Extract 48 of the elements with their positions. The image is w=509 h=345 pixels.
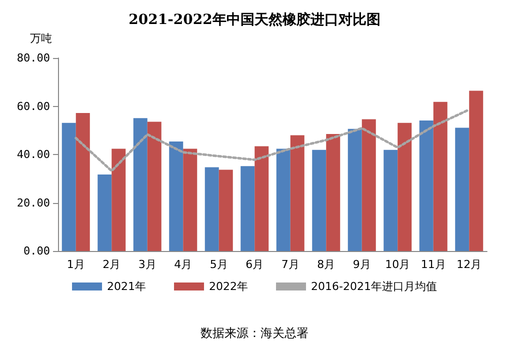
legend-label: 2016-2021年进口月均值: [311, 280, 437, 293]
x-tick-label: 4月: [174, 258, 192, 271]
bar: [362, 119, 376, 251]
y-tick-label: 60.00: [16, 100, 50, 113]
y-tick-label: 0.00: [24, 244, 50, 258]
bar: [254, 146, 269, 251]
bar: [326, 134, 340, 251]
x-tick-label: 9月: [352, 258, 371, 271]
legend-label: 2021年: [107, 280, 146, 293]
y-axis-title: 万吨: [30, 32, 52, 45]
bar: [455, 128, 470, 251]
line-series: [74, 108, 470, 172]
legend-label: 2022年: [209, 280, 248, 293]
bar: [147, 122, 162, 251]
bar: [419, 120, 434, 251]
bar: [240, 166, 255, 251]
bar: [76, 113, 90, 251]
bar: [204, 167, 219, 251]
x-tick-label: 3月: [138, 258, 156, 271]
chart-title: 2021-2022年中国天然橡胶进口对比图: [128, 11, 380, 28]
x-tick-label: 12月: [456, 258, 482, 271]
x-tick-label: 10月: [385, 258, 410, 271]
y-tick-label: 20.00: [16, 196, 50, 210]
bar: [183, 148, 198, 251]
bar: [312, 150, 326, 251]
x-tick-label: 5月: [210, 258, 228, 271]
bar: [218, 170, 233, 251]
bar: [112, 148, 126, 251]
x-tick-label: 1月: [66, 258, 85, 271]
bar: [133, 118, 148, 251]
x-tick-label: 11月: [420, 258, 446, 271]
bar: [98, 174, 112, 251]
x-tick-label: 8月: [317, 258, 336, 271]
bar: [290, 135, 304, 251]
bar: [276, 148, 290, 251]
bar: [348, 128, 362, 251]
y-tick-label: 40.00: [16, 148, 50, 161]
bar: [469, 90, 484, 251]
bar: [398, 122, 412, 251]
x-tick-label: 6月: [246, 258, 264, 271]
y-tick-label: 80.00: [16, 52, 50, 64]
bar: [433, 102, 448, 251]
bar: [169, 141, 184, 251]
x-tick-label: 2月: [102, 258, 121, 271]
bar: [62, 122, 76, 251]
source-note: 数据来源：海关总署: [200, 326, 308, 340]
x-tick-label: 7月: [281, 258, 300, 271]
bar: [384, 150, 398, 251]
